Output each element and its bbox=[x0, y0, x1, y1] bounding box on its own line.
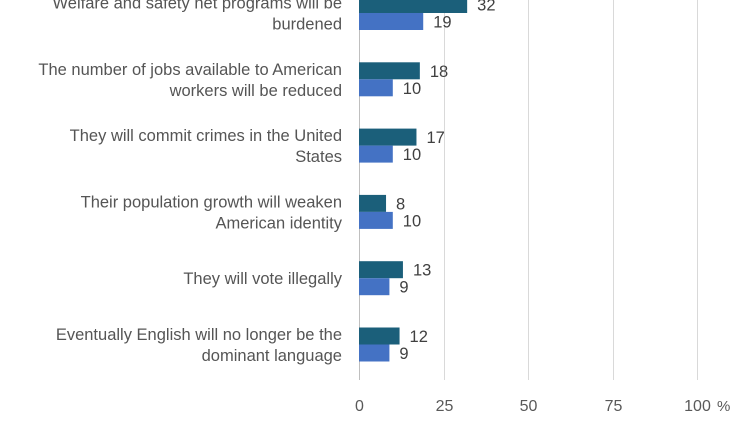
data-label: 8 bbox=[396, 195, 405, 213]
data-label: 10 bbox=[403, 80, 421, 98]
data-label: 12 bbox=[410, 328, 428, 346]
bar bbox=[359, 327, 400, 345]
data-label: 19 bbox=[433, 14, 451, 32]
data-label: 9 bbox=[399, 279, 408, 297]
category-label: The number of jobs available to American… bbox=[38, 61, 342, 100]
x-unit-label: % bbox=[717, 398, 730, 415]
bar bbox=[359, 344, 390, 362]
bar bbox=[359, 145, 393, 163]
category-label: They will vote illegally bbox=[183, 270, 342, 288]
x-tick-label: 25 bbox=[436, 398, 454, 415]
bar bbox=[359, 211, 393, 229]
x-tick-label: 100 bbox=[684, 398, 711, 415]
grid-lines bbox=[359, 0, 698, 380]
bar bbox=[359, 261, 403, 279]
category-label: They will commit crimes in the United Sta… bbox=[70, 127, 342, 166]
bar bbox=[359, 79, 393, 97]
labels: 0 25 50 75 100 % 32 19 Welfare and safety net pr… bbox=[38, 0, 730, 415]
bar bbox=[359, 0, 468, 13]
data-label: 18 bbox=[430, 63, 448, 81]
bar bbox=[359, 62, 420, 80]
bars bbox=[359, 0, 468, 362]
bar bbox=[359, 128, 417, 146]
category-label: Eventually English will no longer be the… bbox=[56, 326, 342, 365]
data-label: 10 bbox=[403, 146, 421, 164]
data-label: 9 bbox=[399, 345, 408, 363]
bar bbox=[359, 13, 424, 30]
bar bbox=[359, 278, 390, 296]
data-label: 10 bbox=[403, 212, 421, 230]
category-label: Welfare and safety net programs will be b… bbox=[53, 0, 343, 34]
x-tick-label: 50 bbox=[520, 398, 538, 415]
data-label: 17 bbox=[426, 129, 444, 147]
category-label: Their population growth will weaken Ameri… bbox=[81, 193, 343, 232]
data-label: 13 bbox=[413, 262, 431, 280]
x-tick-label: 0 bbox=[355, 398, 364, 415]
x-tick-label: 75 bbox=[605, 398, 623, 415]
bar bbox=[359, 194, 387, 212]
data-label: 32 bbox=[477, 0, 495, 15]
